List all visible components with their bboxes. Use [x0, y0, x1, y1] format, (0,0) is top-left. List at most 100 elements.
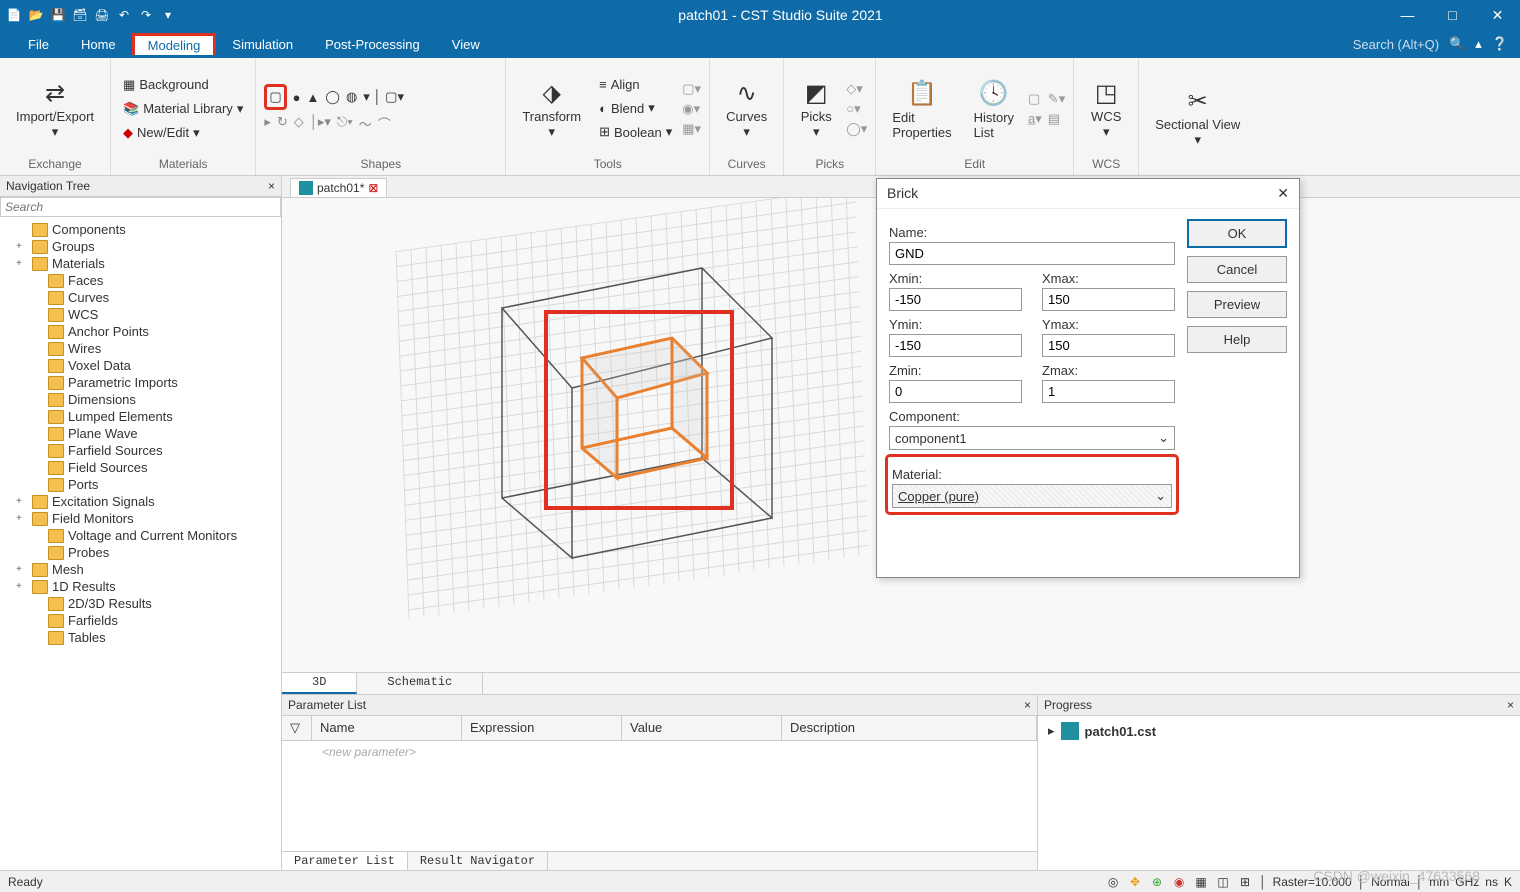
tree-item[interactable]: Dimensions	[4, 391, 277, 408]
pick-opt-2[interactable]: ○▾	[846, 101, 867, 117]
shell-button[interactable]: ⎋▾	[337, 114, 353, 133]
wcs-button[interactable]: ◳WCS▾	[1082, 73, 1130, 144]
open-file-icon[interactable]: 📂	[28, 7, 44, 23]
tree-item[interactable]: Faces	[4, 272, 277, 289]
align-button[interactable]: ≡Align	[595, 75, 676, 94]
new-parameter-row[interactable]: <new parameter>	[282, 741, 1037, 763]
cancel-button[interactable]: Cancel	[1187, 256, 1287, 283]
status-unit-k[interactable]: K	[1504, 875, 1512, 889]
menu-post-processing[interactable]: Post-Processing	[309, 33, 436, 56]
status-icon-5[interactable]: ▦	[1193, 874, 1209, 890]
torus-shape-button[interactable]: ◍	[346, 89, 357, 105]
status-icon-1[interactable]: ◎	[1105, 874, 1121, 890]
history-list-button[interactable]: 🕓History List	[966, 74, 1022, 144]
tree-item[interactable]: Wires	[4, 340, 277, 357]
undo-icon[interactable]: ↶	[116, 7, 132, 23]
redo-icon[interactable]: ↷	[138, 7, 154, 23]
status-icon-4[interactable]: ◉	[1171, 874, 1187, 890]
progress-item[interactable]: ▸ patch01.cst	[1038, 716, 1520, 746]
pick-opt-1[interactable]: ◇▾	[846, 81, 867, 97]
loft-button[interactable]: ◇	[294, 114, 304, 133]
tab-schematic[interactable]: Schematic	[357, 673, 483, 694]
save-icon[interactable]: 💾	[50, 7, 66, 23]
background-button[interactable]: ▦Background	[119, 75, 247, 95]
menu-file[interactable]: File	[12, 33, 65, 56]
material-select[interactable]: Copper (pure)⌄	[892, 484, 1172, 508]
nav-tree[interactable]: Components+Groups+MaterialsFacesCurvesWC…	[0, 217, 281, 870]
curves-button[interactable]: ∿Curves▾	[718, 73, 775, 144]
edit-opt-3[interactable]: ✎▾	[1048, 91, 1065, 107]
tree-item[interactable]: WCS	[4, 306, 277, 323]
status-unit-ns[interactable]: ns	[1485, 875, 1498, 889]
name-input[interactable]	[889, 242, 1175, 265]
cylinder-shape-button[interactable]: ◯	[325, 89, 340, 105]
tree-item[interactable]: Parametric Imports	[4, 374, 277, 391]
tree-item[interactable]: Farfields	[4, 612, 277, 629]
extrude-button[interactable]: ▸	[264, 114, 271, 133]
tree-item[interactable]: Ports	[4, 476, 277, 493]
tool-icon-2[interactable]: ◉▾	[682, 101, 701, 117]
tree-item[interactable]: Probes	[4, 544, 277, 561]
collapse-ribbon-icon[interactable]: ▴	[1475, 36, 1482, 52]
tree-item[interactable]: +Mesh	[4, 561, 277, 578]
save-all-icon[interactable]: 🗃	[72, 7, 88, 23]
document-tab[interactable]: patch01* ⊠	[290, 178, 387, 197]
tool-icon-3[interactable]: ▦▾	[682, 121, 701, 137]
boolean-button[interactable]: ⊞Boolean ▾	[595, 122, 676, 142]
tree-item[interactable]: Curves	[4, 289, 277, 306]
menu-modeling[interactable]: Modeling	[132, 33, 217, 55]
tree-item[interactable]: +Field Monitors	[4, 510, 277, 527]
xmin-input[interactable]	[889, 288, 1022, 311]
status-icon-3[interactable]: ⊕	[1149, 874, 1165, 890]
qat-dropdown-icon[interactable]: ▾	[160, 7, 176, 23]
brick-shape-button[interactable]: ▢	[264, 84, 286, 110]
tree-item[interactable]: +Excitation Signals	[4, 493, 277, 510]
bond-button[interactable]: ⌒	[378, 114, 391, 133]
tree-item[interactable]: Anchor Points	[4, 323, 277, 340]
new-file-icon[interactable]: 📄	[6, 7, 22, 23]
tree-item[interactable]: Lumped Elements	[4, 408, 277, 425]
ok-button[interactable]: OK	[1187, 219, 1287, 248]
tree-item[interactable]: +Groups	[4, 238, 277, 255]
edit-opt-4[interactable]: ▤	[1048, 111, 1065, 127]
material-library-button[interactable]: 📚Material Library ▾	[119, 99, 247, 119]
sweep-button[interactable]: │▸▾	[310, 114, 331, 133]
status-icon-2[interactable]: ✥	[1127, 874, 1143, 890]
tree-item[interactable]: +Materials	[4, 255, 277, 272]
search-input[interactable]: Search (Alt+Q)	[1353, 37, 1439, 52]
tree-item[interactable]: Plane Wave	[4, 425, 277, 442]
close-progress-icon[interactable]: ×	[1507, 698, 1514, 712]
import-export-button[interactable]: ⇄ Import/Export ▾	[8, 73, 102, 144]
zmax-input[interactable]	[1042, 380, 1175, 403]
rotate-button[interactable]: ↻	[277, 114, 288, 133]
nav-search-input[interactable]	[0, 197, 281, 217]
new-edit-button[interactable]: ◆New/Edit ▾	[119, 123, 247, 143]
menu-view[interactable]: View	[436, 33, 496, 56]
tab-result-navigator[interactable]: Result Navigator	[408, 852, 548, 870]
close-param-icon[interactable]: ×	[1024, 698, 1031, 712]
picks-button[interactable]: ◩Picks▾	[792, 73, 840, 144]
edit-opt-1[interactable]: ▢	[1028, 91, 1042, 107]
close-button[interactable]: ✕	[1475, 0, 1520, 30]
filter-icon[interactable]: ▽	[282, 716, 312, 740]
expand-icon[interactable]: ▸	[1048, 723, 1055, 739]
component-select[interactable]: component1⌄	[889, 426, 1175, 450]
zmin-input[interactable]	[889, 380, 1022, 403]
tool-icon-1[interactable]: ▢▾	[682, 81, 701, 97]
search-icon[interactable]: 🔍	[1449, 36, 1465, 52]
status-icon-6[interactable]: ◫	[1215, 874, 1231, 890]
dialog-close-icon[interactable]: ✕	[1277, 185, 1289, 202]
status-icon-7[interactable]: ⊞	[1237, 874, 1253, 890]
sphere-shape-button[interactable]: ●	[293, 90, 301, 105]
tab-parameter-list[interactable]: Parameter List	[282, 852, 408, 870]
menu-home[interactable]: Home	[65, 33, 132, 56]
tree-item[interactable]: +1D Results	[4, 578, 277, 595]
tree-item[interactable]: Farfield Sources	[4, 442, 277, 459]
print-icon[interactable]: 🖨	[94, 7, 110, 23]
shape-dropdown[interactable]: ▾ │ ▢▾	[363, 89, 404, 105]
ymax-input[interactable]	[1042, 334, 1175, 357]
pick-opt-3[interactable]: ◯▾	[846, 121, 867, 137]
wire-button[interactable]: 〜	[359, 114, 372, 133]
preview-button[interactable]: Preview	[1187, 291, 1287, 318]
cone-shape-button[interactable]: ▲	[307, 90, 320, 105]
